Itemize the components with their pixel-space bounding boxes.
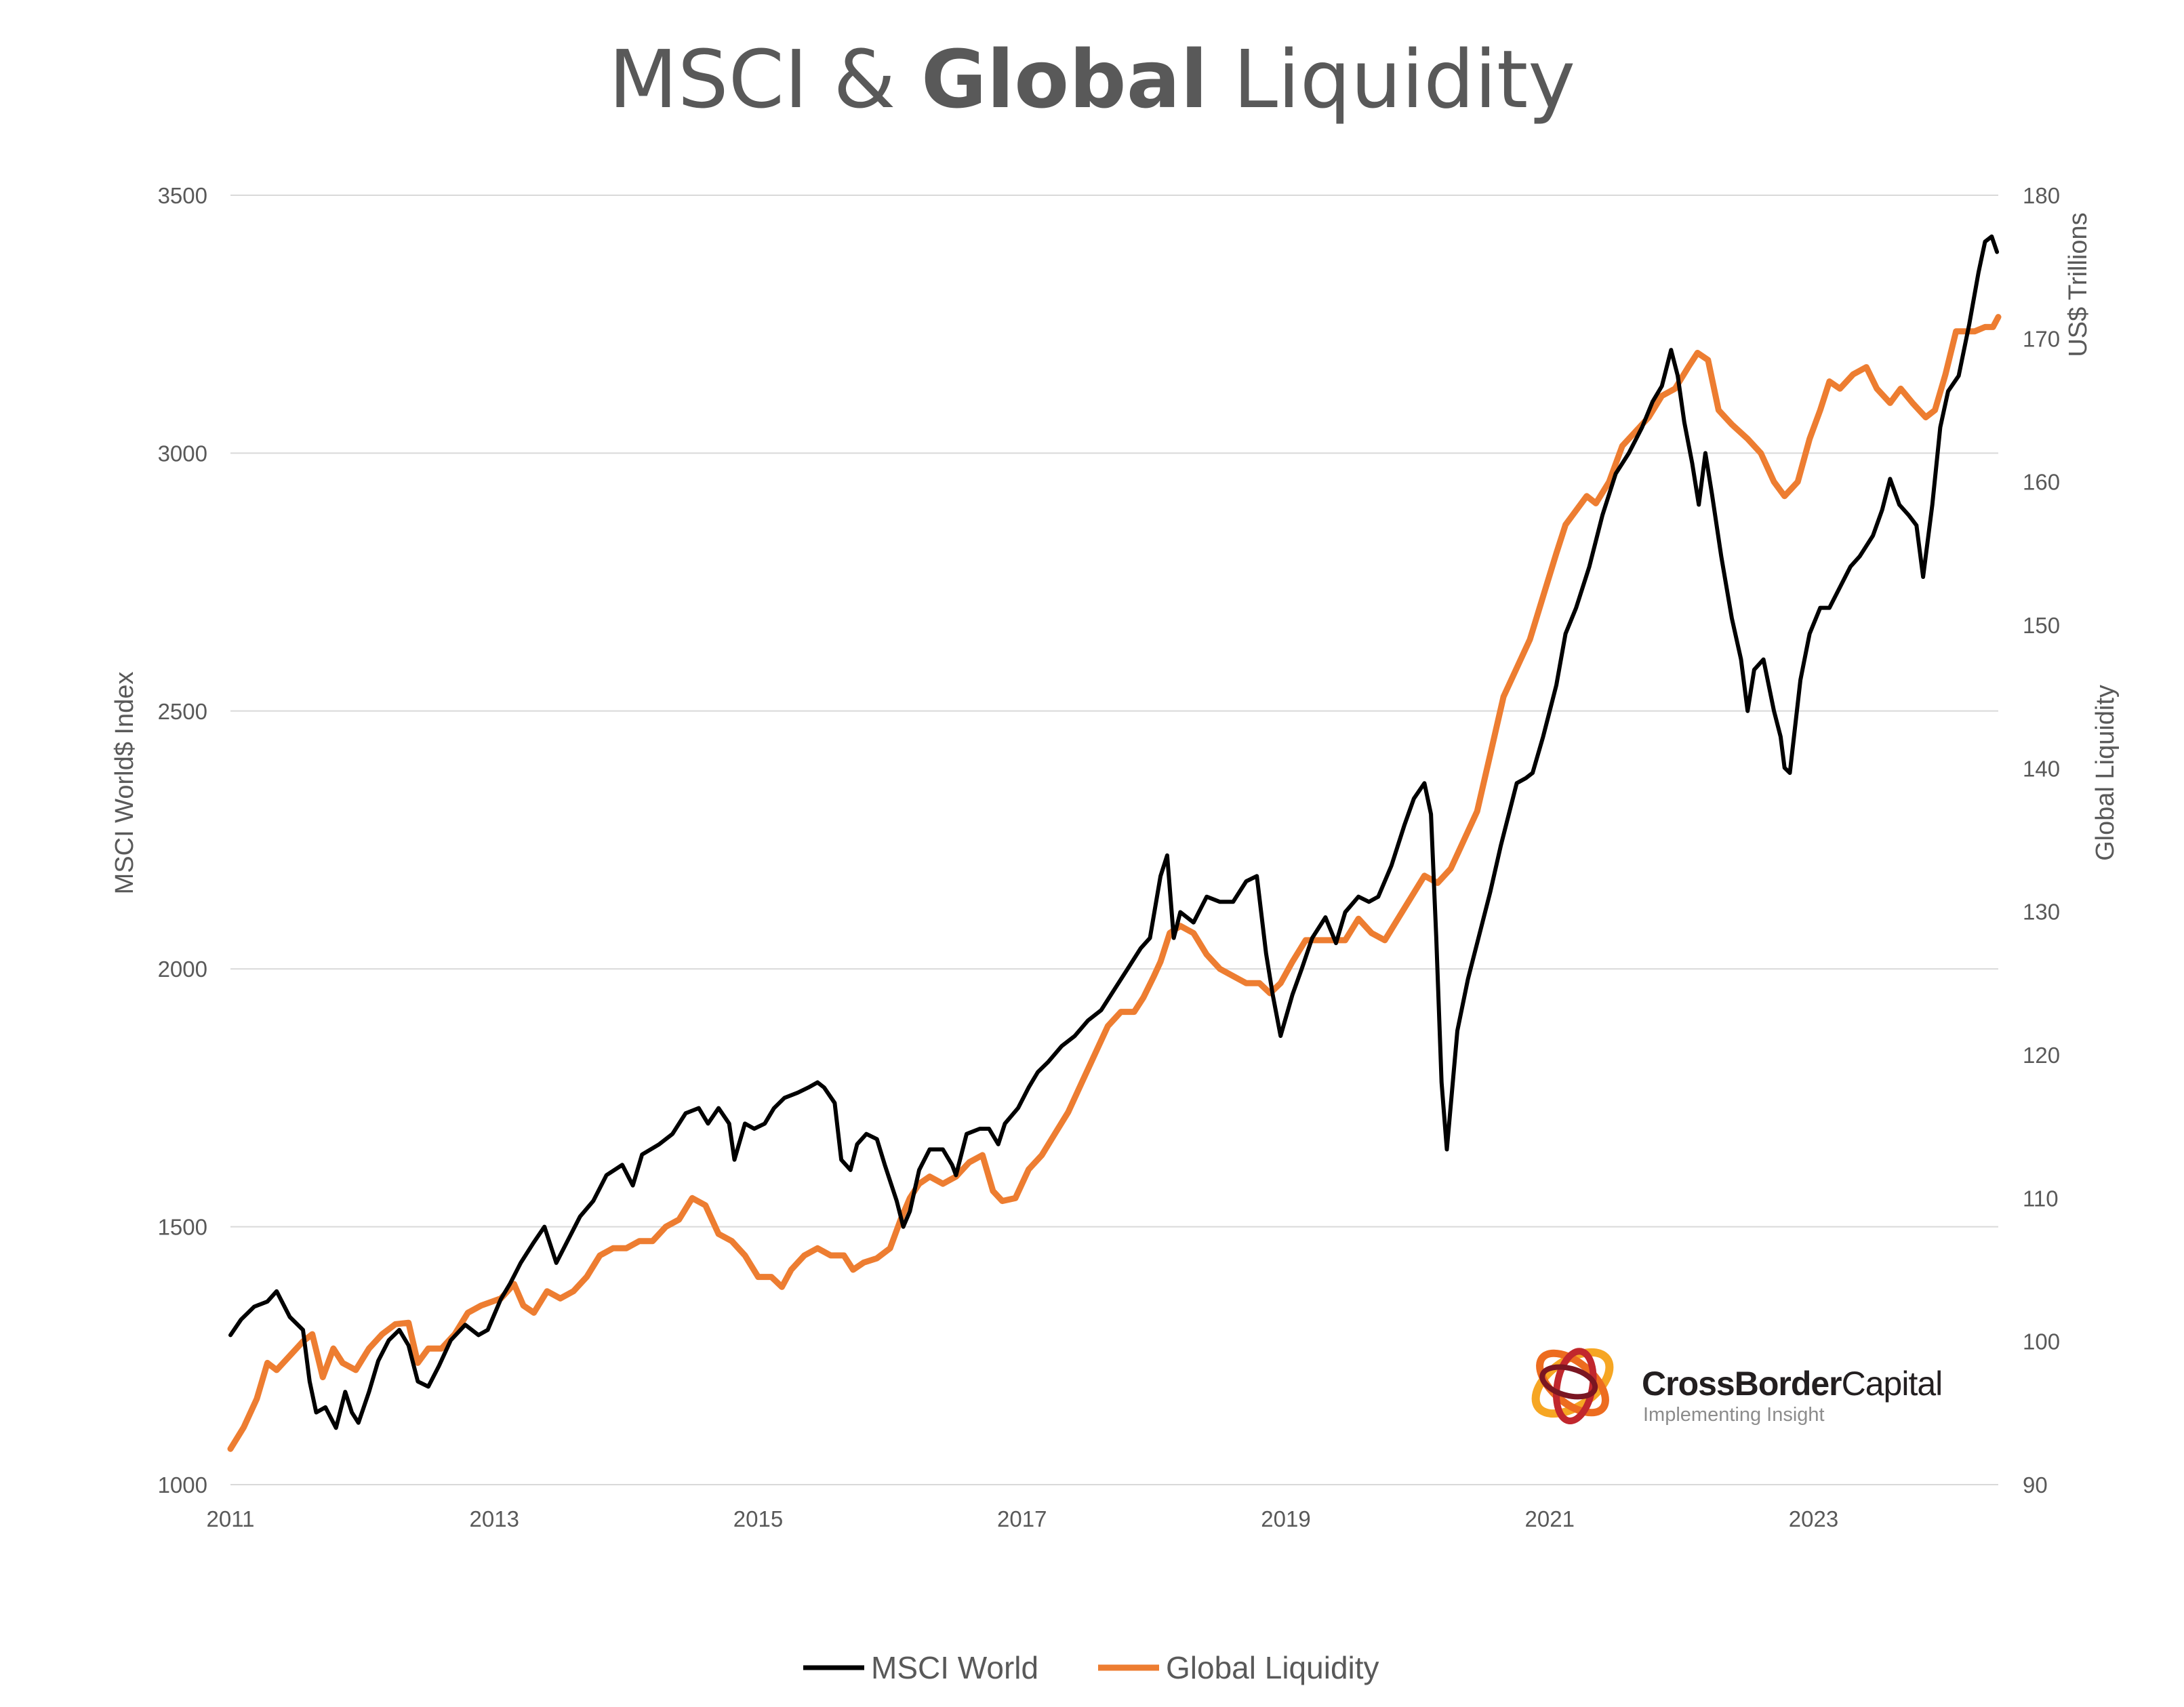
right-tick-label: 120	[2023, 1043, 2060, 1068]
logo-name: CrossBorderCapital	[1642, 1365, 1942, 1403]
x-tick-label: 2023	[1789, 1506, 1838, 1531]
series-line-global-liquidity	[227, 314, 2002, 1452]
series-line-msci-world	[228, 234, 2000, 1430]
right-tick-label: 160	[2023, 470, 2060, 495]
left-tick-label: 3500	[158, 183, 207, 208]
gridlines	[230, 195, 1998, 1485]
left-axis-ticks: 1000 1500 2000 2500 3000 3500	[158, 183, 207, 1498]
series-layer	[227, 234, 2002, 1452]
x-tick-label: 2019	[1261, 1506, 1310, 1531]
x-tick-label: 2021	[1525, 1506, 1575, 1531]
right-tick-label: 150	[2023, 613, 2060, 638]
right-tick-label: 110	[2023, 1186, 2059, 1211]
logo-rings-icon	[1531, 1348, 1614, 1425]
logo-tagline: Implementing Insight	[1643, 1404, 1825, 1426]
chart-title: MSCI & Global Liquidity	[609, 33, 1575, 126]
logo-name-regular: Capital	[1842, 1365, 1943, 1403]
left-tick-label: 2000	[158, 957, 207, 982]
right-tick-label: 100	[2023, 1329, 2060, 1354]
right-tick-label: 180	[2023, 183, 2060, 208]
legend-label-msci: MSCI World	[871, 1650, 1038, 1685]
left-tick-label: 1500	[158, 1215, 207, 1240]
right-tick-label: 130	[2023, 900, 2060, 925]
right-tick-label: 90	[2023, 1472, 2048, 1498]
title-suffix: Liquidity	[1208, 33, 1575, 126]
x-tick-label: 2011	[207, 1506, 255, 1531]
left-tick-label: 1000	[158, 1472, 207, 1498]
x-tick-label: 2017	[997, 1506, 1047, 1531]
right-tick-label: 170	[2023, 326, 2060, 351]
x-tick-label: 2013	[470, 1506, 519, 1531]
left-axis-title: MSCI World$ Index	[110, 672, 139, 895]
right-axis-title: Global Liquidity	[2091, 685, 2120, 861]
title-bold: Global	[921, 33, 1208, 126]
left-tick-label: 3000	[158, 441, 207, 466]
x-tick-label: 2015	[733, 1506, 783, 1531]
legend-label-liquidity: Global Liquidity	[1166, 1650, 1379, 1685]
legend: MSCI World Global Liquidity	[803, 1650, 1379, 1685]
right-axis-unit-label: US$ Trillions	[2064, 212, 2092, 357]
left-tick-label: 2500	[158, 699, 207, 724]
right-axis-ticks: 90 100 110 120 130 140 150 160 170 180	[2023, 183, 2060, 1498]
title-prefix: MSCI &	[609, 33, 921, 126]
crossborder-logo: CrossBorderCapital Implementing Insight	[1531, 1348, 1943, 1426]
right-tick-label: 140	[2023, 756, 2060, 781]
logo-name-bold: CrossBorder	[1642, 1365, 1842, 1403]
x-axis-ticks: 2011 2013 2015 2017 2019 2021 2023	[207, 1506, 1839, 1531]
